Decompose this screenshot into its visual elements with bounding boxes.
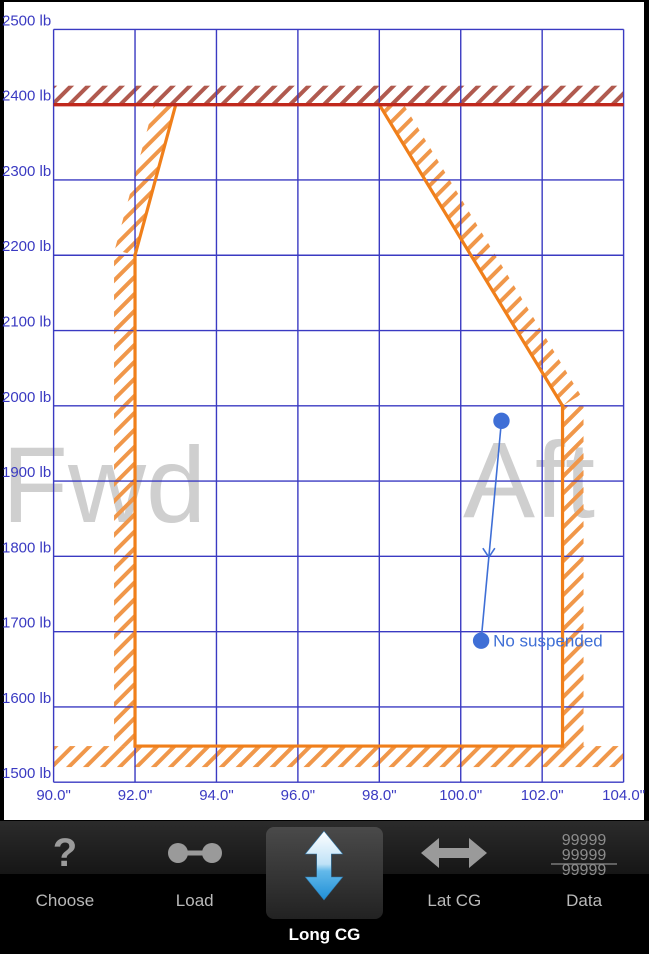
svg-text:90.0": 90.0" [36, 787, 71, 804]
svg-text:Fwd: Fwd [2, 424, 206, 545]
svg-text:2300 lb: 2300 lb [2, 163, 51, 180]
svg-text:2500 lb: 2500 lb [2, 12, 51, 29]
svg-text:98.0": 98.0" [362, 787, 397, 804]
svg-text:104.0": 104.0" [602, 787, 645, 804]
svg-text:1700 lb: 1700 lb [2, 615, 51, 632]
svg-text:2400 lb: 2400 lb [2, 88, 51, 105]
svg-text:1500 lb: 1500 lb [2, 765, 51, 782]
svg-text:92.0": 92.0" [118, 787, 153, 804]
svg-text:1800 lb: 1800 lb [2, 539, 51, 556]
svg-text:99999: 99999 [562, 862, 607, 877]
svg-text:2200 lb: 2200 lb [2, 238, 51, 255]
svg-text:1900 lb: 1900 lb [2, 464, 51, 481]
svg-text:94.0": 94.0" [199, 787, 234, 804]
svg-text:102.0": 102.0" [521, 787, 564, 804]
svg-text:2000 lb: 2000 lb [2, 389, 51, 406]
svg-text:100.0": 100.0" [439, 787, 482, 804]
svg-text:No suspended: No suspended [493, 632, 603, 651]
svg-text:1600 lb: 1600 lb [2, 690, 51, 707]
svg-text:96.0": 96.0" [281, 787, 316, 804]
svg-text:?: ? [53, 831, 77, 875]
svg-text:2100 lb: 2100 lb [2, 314, 51, 331]
